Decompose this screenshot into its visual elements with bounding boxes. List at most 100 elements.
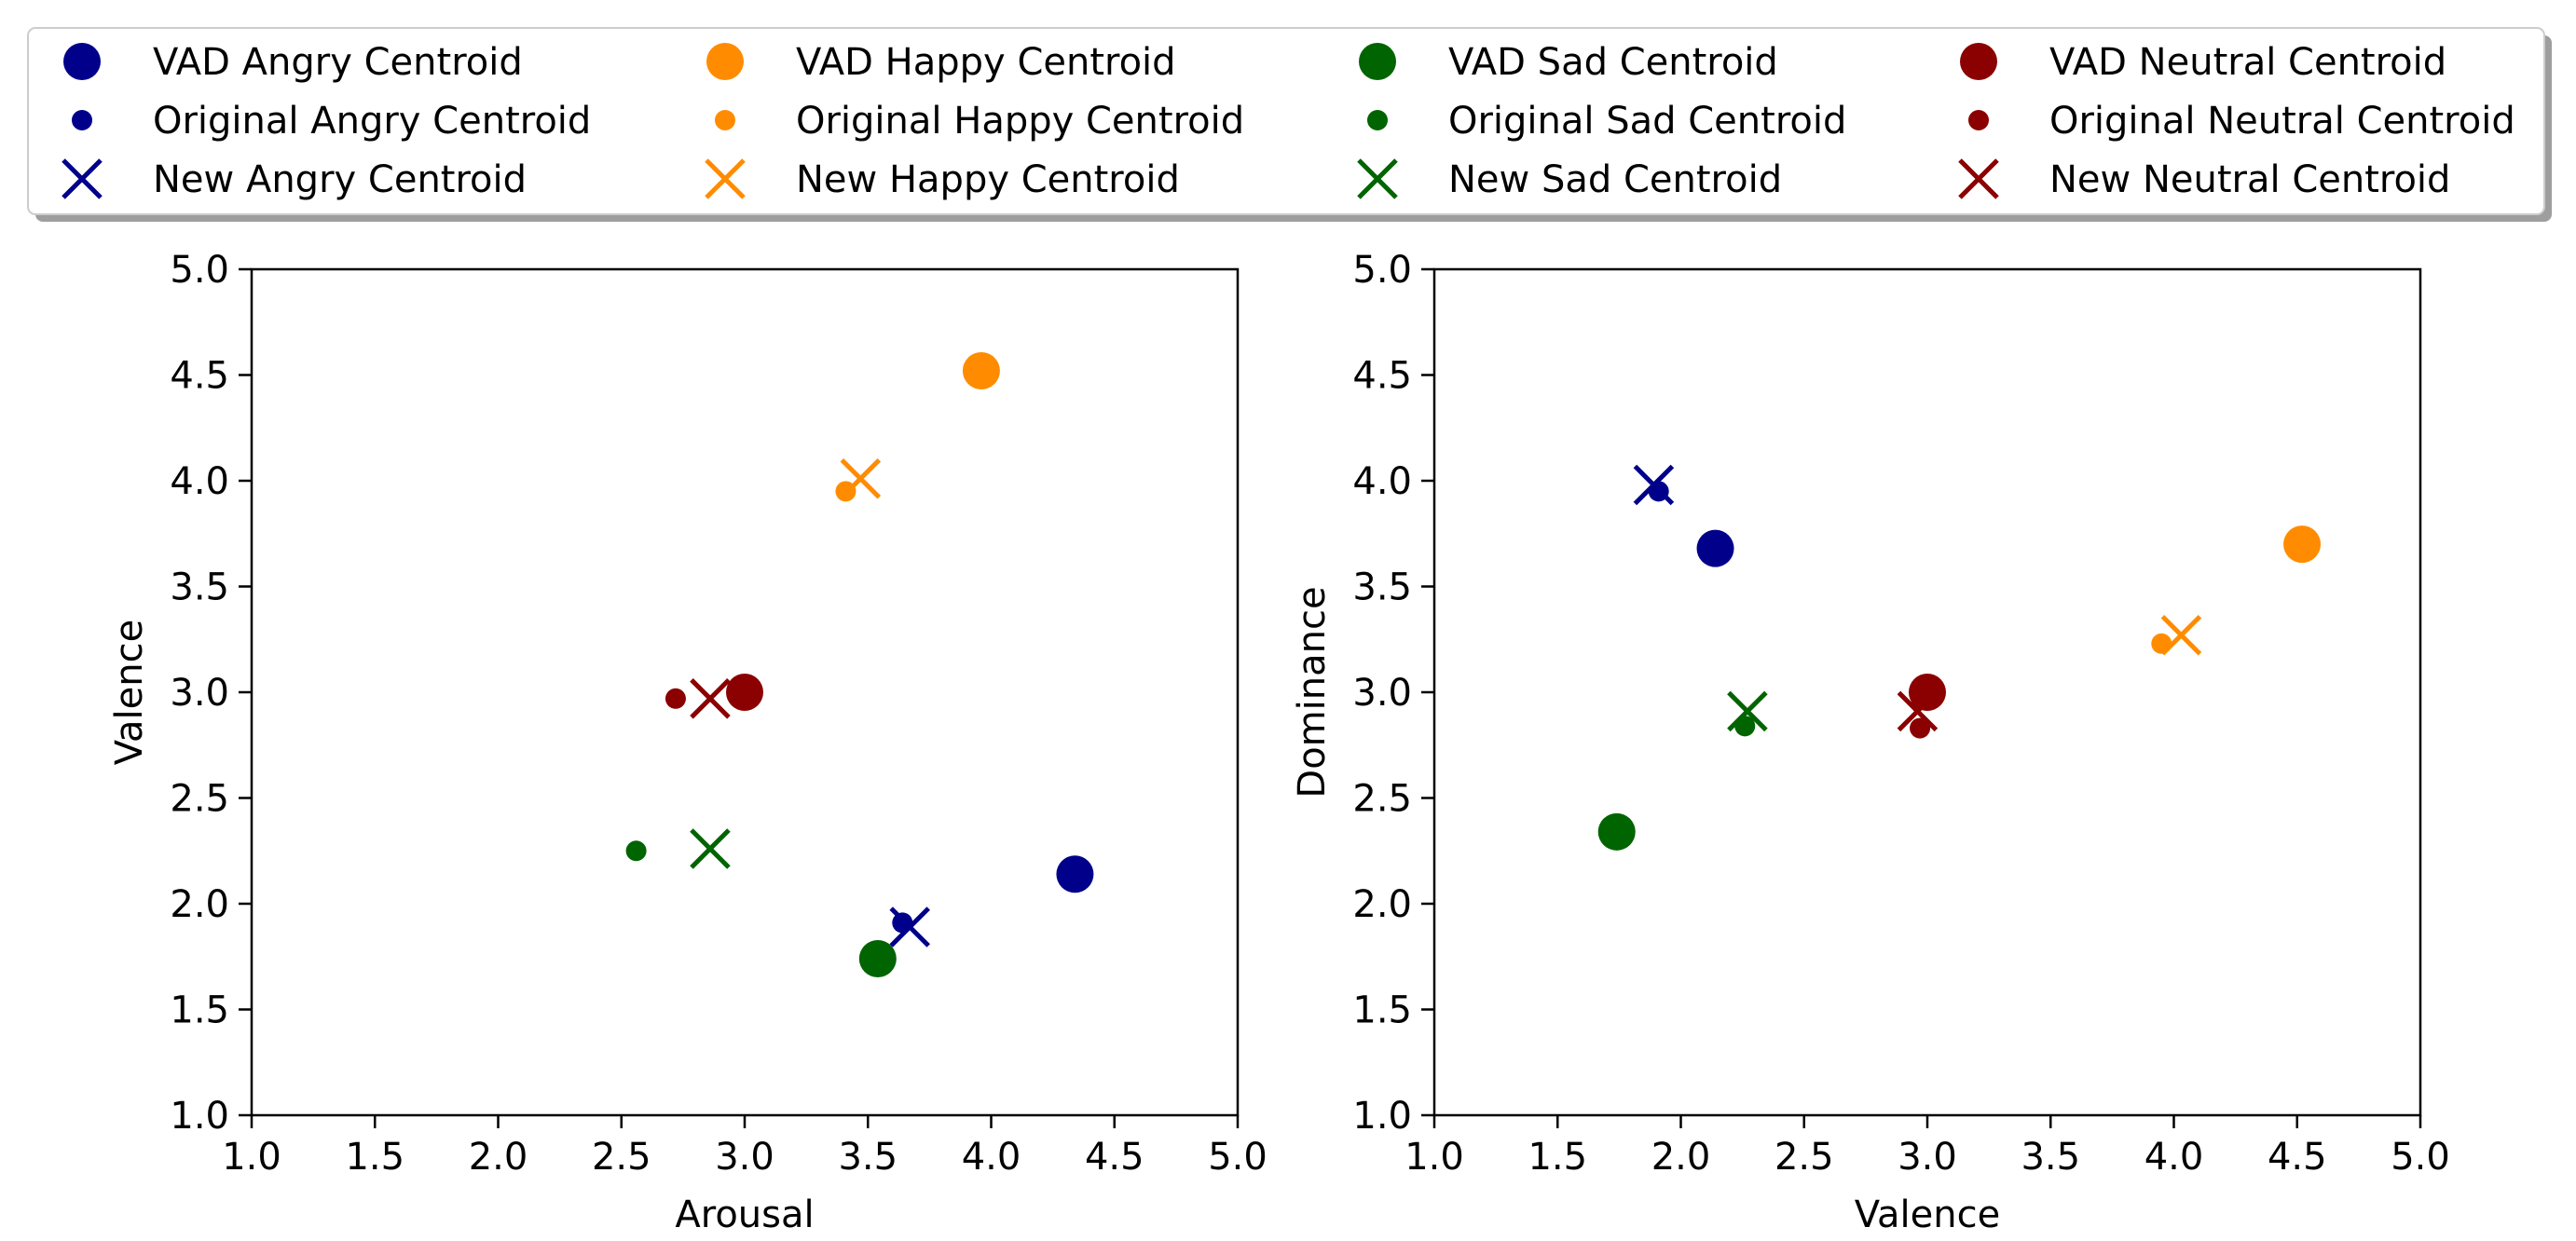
legend-item-original-sad-centroid: Original Sad Centroid: [1367, 100, 1846, 143]
x-tick-label: 4.5: [2268, 1136, 2327, 1179]
point-new-neutral-centroid: [1897, 690, 1939, 732]
point-vad-neutral-centroid: [726, 674, 763, 711]
plot-valence-dominance: 1.0 1.5 2.0 2.5 3.0 3.5 4.0 4.5 5.0 1.0 1.5 2.0 2.5 3…: [1291, 249, 2450, 1236]
point-new-happy-centroid: [840, 457, 882, 499]
y-tick-label: 1.5: [170, 989, 229, 1032]
y-tick-label: 2.5: [170, 778, 229, 821]
legend-label: Original Happy Centroid: [796, 100, 1244, 143]
point-vad-angry-centroid: [1056, 855, 1094, 893]
point-vad-angry-centroid: [1696, 529, 1734, 567]
legend-marker-new-angry-centroid: [62, 158, 103, 199]
legend-item-vad-happy-centroid: VAD Happy Centroid: [706, 41, 1176, 84]
x-tick-label: 4.0: [2144, 1136, 2204, 1179]
y-tick-label: 4.5: [170, 355, 229, 398]
legend-marker-new-happy-centroid: [705, 158, 746, 199]
y-tick-label: 3.0: [170, 672, 229, 715]
x-tick-label: 1.0: [222, 1136, 281, 1179]
y-tick-label: 2.5: [1352, 778, 1412, 821]
point-vad-happy-centroid: [2283, 525, 2322, 564]
y-tick-label: 4.5: [1352, 355, 1412, 398]
legend-item-new-angry-centroid: New Angry Centroid: [62, 158, 527, 201]
legend-label: New Neutral Centroid: [2049, 158, 2450, 201]
legend-label: VAD Angry Centroid: [153, 41, 523, 84]
point-new-angry-centroid: [889, 907, 930, 948]
x-tick-label: 4.0: [962, 1136, 1021, 1179]
point-original-neutral-centroid: [665, 688, 686, 709]
legend-marker-new-sad-centroid: [1357, 158, 1398, 199]
y-tick-label: 1.5: [1352, 989, 1412, 1032]
x-tick-label: 2.5: [1774, 1136, 1834, 1179]
legend-label: New Sad Centroid: [1448, 158, 1782, 201]
legend-label: VAD Neutral Centroid: [2049, 41, 2446, 84]
legend-label: VAD Sad Centroid: [1448, 41, 1778, 84]
x-axis-label: Arousal: [675, 1193, 814, 1236]
legend-label: New Happy Centroid: [796, 158, 1180, 201]
y-tick-label: 4.0: [170, 460, 229, 503]
point-new-sad-centroid: [1727, 690, 1768, 732]
legend-item-new-neutral-centroid: New Neutral Centroid: [1958, 158, 2450, 201]
legend-label: Original Neutral Centroid: [2049, 100, 2515, 143]
y-tick-label: 3.5: [1352, 566, 1412, 609]
y-tick-label: 3.0: [1352, 672, 1412, 715]
y-tick-label: 1.0: [1352, 1095, 1412, 1138]
legend-item-original-angry-centroid: Original Angry Centroid: [72, 100, 591, 143]
y-tick-label: 5.0: [170, 249, 229, 292]
x-tick-label: 2.5: [592, 1136, 651, 1179]
legend-item-new-sad-centroid: New Sad Centroid: [1357, 158, 1782, 201]
point-new-happy-centroid: [2160, 614, 2202, 656]
y-tick-label: 2.0: [170, 883, 229, 926]
point-new-angry-centroid: [1633, 464, 1675, 506]
x-tick-label: 3.5: [2021, 1136, 2080, 1179]
legend-marker-original-sad-centroid: [1367, 110, 1388, 130]
x-tick-label: 1.0: [1404, 1136, 1464, 1179]
x-tick-label: 3.0: [1898, 1136, 1957, 1179]
legend-item-new-happy-centroid: New Happy Centroid: [705, 158, 1180, 201]
y-tick-label: 3.5: [170, 566, 229, 609]
legend-marker-vad-sad-centroid: [1359, 43, 1396, 80]
point-original-sad-centroid: [625, 840, 647, 862]
y-tick-label: 2.0: [1352, 883, 1412, 926]
legend-marker-vad-happy-centroid: [706, 43, 744, 80]
plot-area: [1432, 267, 2422, 1117]
legend-item-original-neutral-centroid: Original Neutral Centroid: [1968, 100, 2515, 143]
x-tick-label: 5.0: [1208, 1136, 1267, 1179]
x-axis-label: Valence: [1855, 1193, 2000, 1236]
legend-label: VAD Happy Centroid: [796, 41, 1176, 84]
y-tick-label: 5.0: [1352, 249, 1412, 292]
point-vad-sad-centroid: [1597, 812, 1636, 851]
legend-label: Original Sad Centroid: [1448, 100, 1846, 143]
legend-marker-original-angry-centroid: [72, 110, 92, 130]
legend-frame: [27, 27, 2545, 215]
legend-marker-new-neutral-centroid: [1958, 158, 1999, 199]
legend-marker-original-happy-centroid: [715, 110, 735, 130]
x-tick-label: 3.5: [838, 1136, 897, 1179]
point-original-neutral-centroid: [1910, 717, 1931, 739]
plot-arousal-valence: 1.0 1.5 2.0 2.5 3.0 3.5 4.0 4.5 5.0 1.0 1.5 2.0 2.5 3…: [108, 249, 1267, 1236]
legend-item-original-happy-centroid: Original Happy Centroid: [715, 100, 1244, 143]
legend-marker-original-neutral-centroid: [1968, 110, 1989, 130]
legend-label: Original Angry Centroid: [153, 100, 591, 143]
legend-label: New Angry Centroid: [153, 158, 527, 201]
x-tick-label: 1.5: [345, 1136, 404, 1179]
x-tick-label: 3.0: [715, 1136, 774, 1179]
point-vad-sad-centroid: [858, 940, 897, 978]
legend-item-vad-sad-centroid: VAD Sad Centroid: [1359, 41, 1778, 84]
point-vad-neutral-centroid: [1909, 674, 1946, 711]
point-new-neutral-centroid: [690, 678, 731, 719]
legend-item-vad-neutral-centroid: VAD Neutral Centroid: [1960, 41, 2446, 84]
y-tick-label: 1.0: [170, 1095, 229, 1138]
y-tick-label: 4.0: [1352, 460, 1412, 503]
point-vad-happy-centroid: [962, 351, 1000, 389]
x-tick-label: 2.0: [1651, 1136, 1711, 1179]
x-tick-label: 5.0: [2391, 1136, 2450, 1179]
legend-marker-vad-angry-centroid: [63, 43, 101, 80]
legend: VAD Angry Centroid Original Angry Centroi…: [27, 27, 2552, 222]
x-tick-label: 4.5: [1085, 1136, 1144, 1179]
legend-item-vad-angry-centroid: VAD Angry Centroid: [63, 41, 523, 84]
y-axis-label: Dominance: [1291, 586, 1334, 798]
x-tick-label: 2.0: [469, 1136, 528, 1179]
point-new-sad-centroid: [690, 828, 731, 869]
x-tick-label: 1.5: [1528, 1136, 1587, 1179]
legend-marker-vad-neutral-centroid: [1960, 43, 1997, 80]
